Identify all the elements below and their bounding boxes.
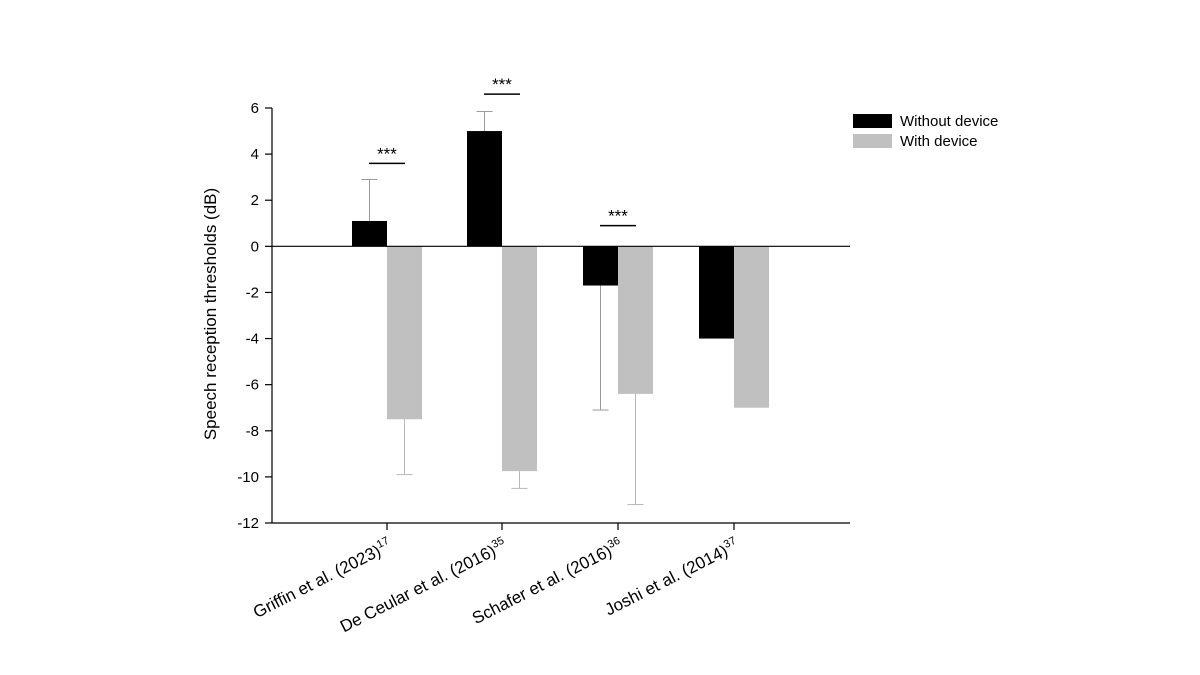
bar-without-device <box>467 131 502 247</box>
legend-swatch-without-device <box>853 114 892 128</box>
y-tick-label: -2 <box>246 284 259 301</box>
legend-swatch-with-device <box>853 134 892 148</box>
y-tick-label: 2 <box>251 192 259 209</box>
significance-label: *** <box>492 75 512 94</box>
legend-label-with-device: With device <box>900 133 978 150</box>
bar-without-device <box>699 246 734 339</box>
significance-label: *** <box>608 207 628 226</box>
x-category-text: Joshi et al. (2014) <box>602 541 731 619</box>
y-tick-label: -12 <box>237 515 259 532</box>
legend: Without device With device <box>853 113 998 150</box>
bar-with-device <box>734 246 769 408</box>
y-tick-label: 0 <box>251 238 259 255</box>
y-tick-label: -8 <box>246 423 259 440</box>
x-category-ref: 36 <box>606 535 622 551</box>
y-tick-label: -4 <box>246 331 259 348</box>
y-tick-label: 4 <box>251 146 259 163</box>
x-category-label: Joshi et al. (2014)37 <box>601 535 741 620</box>
y-tick-label: -6 <box>246 377 259 394</box>
x-category-ref: 37 <box>722 535 738 551</box>
legend-label-without-device: Without device <box>900 113 998 130</box>
bar-with-device <box>502 246 537 472</box>
y-tick-label: -10 <box>237 469 259 486</box>
bar-with-device <box>618 246 653 394</box>
y-tick-label: 6 <box>251 100 259 117</box>
bar-without-device <box>583 246 618 286</box>
significance-label: *** <box>377 144 397 163</box>
bar-without-device <box>352 220 387 247</box>
y-axis-title: Speech reception thresholds (dB) <box>201 188 220 440</box>
x-category-ref: 35 <box>490 535 506 551</box>
bar-with-device <box>387 246 422 420</box>
x-category-ref: 17 <box>375 535 391 551</box>
